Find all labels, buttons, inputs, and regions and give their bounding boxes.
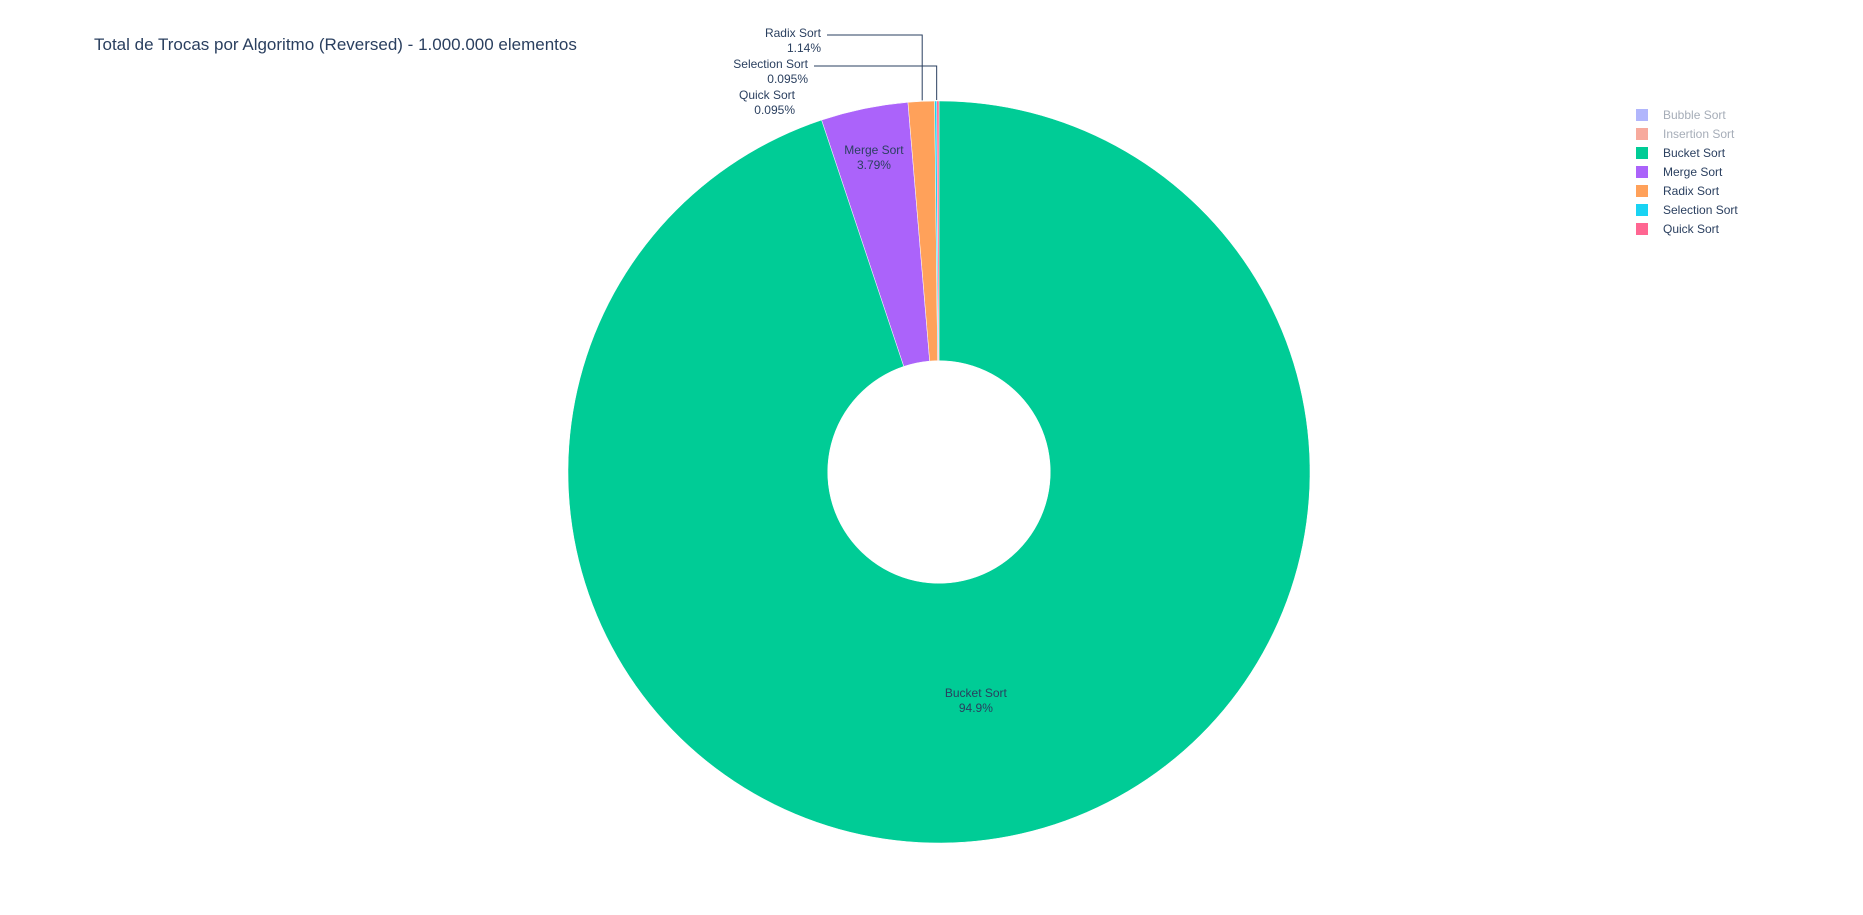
label-merge-sort: Merge Sort 3.79% [844,143,904,172]
leader-radix-sort [827,34,923,101]
legend-swatch [1636,147,1648,159]
legend-swatch [1636,109,1648,121]
slice-quick-sort[interactable] [936,100,940,361]
legend-label: Quick Sort [1663,222,1720,236]
legend-item-radix-sort[interactable]: Radix Sort [1636,184,1720,198]
leader-selection-sort [814,65,938,101]
legend-label: Bubble Sort [1663,108,1726,122]
legend-swatch [1636,166,1648,178]
label-selection-sort: Selection Sort 0.095% [733,57,808,86]
legend-item-quick-sort[interactable]: Quick Sort [1636,222,1720,236]
slice-labels: Bucket Sort 94.9% Merge Sort 3.79% Radix Sor… [733,26,1007,715]
legend-swatch [1636,204,1648,216]
legend: Bubble Sort Insertion Sort Bucket Sort Merg… [1636,108,1738,236]
legend-label: Radix Sort [1663,184,1720,198]
chart-title: Total de Trocas por Algoritmo (Reversed)… [94,35,577,54]
label-radix-sort: Radix Sort 1.14% [765,26,822,55]
legend-item-insertion-sort[interactable]: Insertion Sort [1636,127,1735,141]
legend-swatch [1636,185,1648,197]
legend-label: Bucket Sort [1663,146,1726,160]
legend-label: Merge Sort [1663,165,1723,179]
legend-item-bucket-sort[interactable]: Bucket Sort [1636,146,1726,160]
legend-label: Insertion Sort [1663,127,1735,141]
label-bucket-sort: Bucket Sort 94.9% [945,686,1008,715]
legend-swatch [1636,223,1648,235]
legend-item-bubble-sort[interactable]: Bubble Sort [1636,108,1726,122]
legend-item-merge-sort[interactable]: Merge Sort [1636,165,1723,179]
label-quick-sort: Quick Sort 0.095% [739,88,796,117]
legend-label: Selection Sort [1663,203,1738,217]
slice-bucket-sort[interactable] [567,100,1311,844]
legend-swatch [1636,128,1648,140]
legend-item-selection-sort[interactable]: Selection Sort [1636,203,1738,217]
donut-slices [567,100,1311,844]
